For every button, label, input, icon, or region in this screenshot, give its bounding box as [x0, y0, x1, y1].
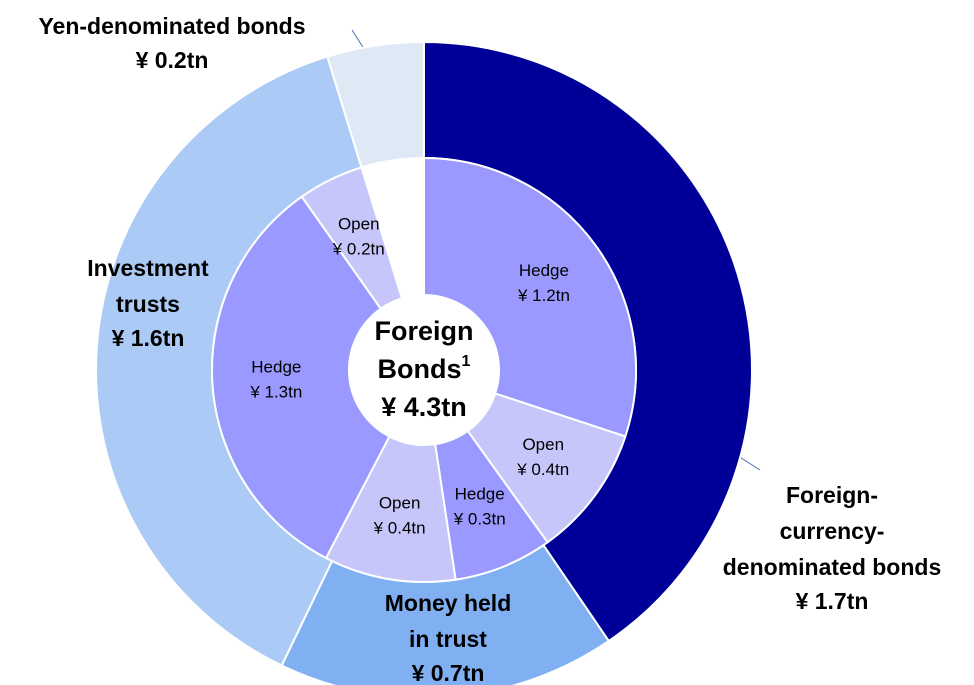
outer-value-label: ¥ 0.2tn: [136, 47, 209, 73]
inner-value-label: ¥ 0.2tn: [332, 240, 385, 259]
outer-label: Money held: [385, 590, 512, 616]
outer-segment: [326, 40, 425, 169]
inner-segment: [324, 435, 457, 583]
inner-segment: [300, 166, 404, 311]
inner-segment: [423, 156, 637, 438]
inner-label: Open: [379, 493, 421, 512]
inner-label: Open: [338, 215, 380, 234]
inner-value-label: ¥ 1.2tn: [517, 286, 570, 305]
center-value: ¥ 4.3tn: [381, 392, 467, 422]
inner-value-label: ¥ 0.4tn: [516, 460, 569, 479]
inner-label: Open: [522, 435, 564, 454]
outer-value-label: ¥ 0.7tn: [412, 660, 485, 685]
inner-segment: [466, 392, 627, 544]
outer-label: currency-: [780, 518, 885, 544]
outer-label: denominated bonds: [723, 554, 942, 580]
inner-value-label: ¥ 0.3tn: [453, 510, 506, 529]
inner-value-label: ¥ 0.4tn: [373, 518, 426, 537]
inner-segment: [211, 195, 391, 560]
inner-label: Hedge: [519, 261, 569, 280]
inner-label: Hedge: [251, 357, 301, 376]
center-title-text: Foreign: [375, 316, 474, 346]
outer-label: in trust: [409, 626, 487, 652]
outer-label: Investment: [87, 255, 209, 281]
outer-label: Foreign-: [786, 482, 878, 508]
inner-label: Hedge: [455, 485, 505, 504]
center-title-text: Bonds: [378, 354, 462, 384]
center-title: Bonds1: [378, 353, 471, 384]
center-title: Foreign: [375, 316, 474, 346]
outer-value-label: ¥ 1.7tn: [796, 588, 869, 614]
outer-label: trusts: [116, 291, 180, 317]
inner-value-label: ¥ 1.3tn: [249, 382, 302, 401]
outer-value-label: ¥ 1.6tn: [112, 325, 185, 351]
outer-label: Yen-denominated bonds: [38, 13, 305, 39]
footnote-mark: 1: [462, 353, 471, 370]
